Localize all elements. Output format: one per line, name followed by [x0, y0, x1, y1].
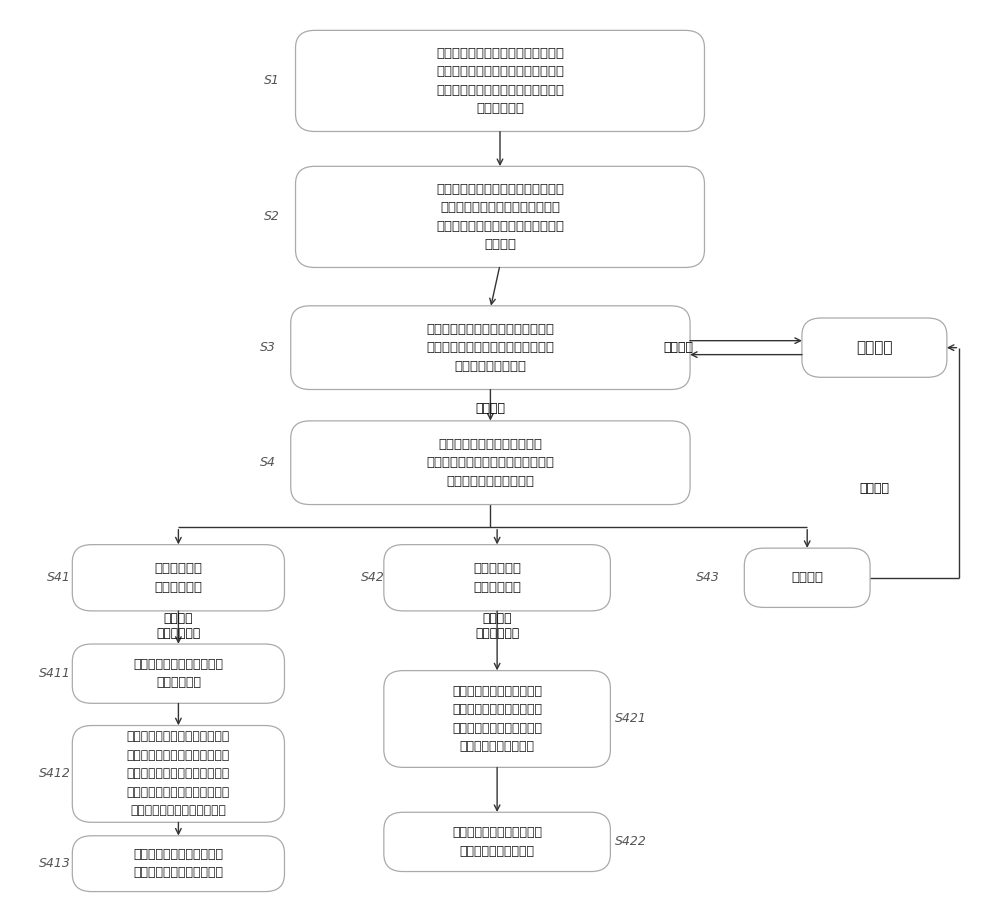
Text: S411: S411: [39, 667, 70, 680]
Text: S3: S3: [260, 341, 276, 354]
FancyBboxPatch shape: [384, 545, 610, 611]
Text: 存在异物: 存在异物: [859, 482, 889, 496]
FancyBboxPatch shape: [72, 545, 284, 611]
FancyBboxPatch shape: [72, 725, 284, 823]
Text: S43: S43: [695, 571, 719, 584]
Text: 在装载完成后检测废物包的
位姿并反馈给装载系统: 在装载完成后检测废物包的 位姿并反馈给装载系统: [452, 826, 542, 858]
FancyBboxPatch shape: [744, 548, 870, 607]
FancyBboxPatch shape: [296, 30, 704, 132]
Text: 在卸载过程中实时监测废物
包的位姿并反馈给卸载系统: 在卸载过程中实时监测废物 包的位姿并反馈给卸载系统: [133, 848, 223, 880]
FancyBboxPatch shape: [72, 644, 284, 704]
Text: S1: S1: [264, 74, 279, 87]
Text: 提取屏蔽容器内的废物包点
云并提取边界: 提取屏蔽容器内的废物包点 云并提取边界: [133, 658, 223, 689]
Text: 通过激光扫描传感器采集场景点云，
提取标定好的车道有效区域点云，进
行降噪滤波去除杂乱随机离群点，并
提取地面点云: 通过激光扫描传感器采集场景点云， 提取标定好的车道有效区域点云，进 行降噪滤波去…: [436, 46, 564, 115]
Text: 其他状态: 其他状态: [791, 571, 823, 584]
Text: S42: S42: [361, 571, 385, 584]
Text: S413: S413: [39, 857, 70, 870]
FancyBboxPatch shape: [384, 813, 610, 872]
Text: 有废物包
（卸载工况）: 有废物包 （卸载工况）: [156, 612, 201, 640]
Text: S4: S4: [260, 456, 276, 469]
Text: S2: S2: [264, 211, 279, 223]
FancyBboxPatch shape: [296, 166, 704, 268]
Text: 对屏蔽容器内点云进行分析，
检测屏蔽容器内是否装载废物包及屏
蔽容器内部状态是否正常: 对屏蔽容器内点云进行分析， 检测屏蔽容器内是否装载废物包及屏 蔽容器内部状态是否…: [426, 438, 554, 488]
Text: 点云垂向密度
大于最大阈值: 点云垂向密度 大于最大阈值: [154, 562, 202, 594]
Text: 点云垂向密度
小于最小阈值: 点云垂向密度 小于最小阈值: [473, 562, 521, 594]
Text: S41: S41: [46, 571, 70, 584]
Text: 位姿正常: 位姿正常: [475, 402, 505, 415]
Text: 应用屏蔽容器点云模板对获取的屏蔽
容器点云进行两阶段位姿匹配，识别
得到屏蔽容器的位姿: 应用屏蔽容器点云模板对获取的屏蔽 容器点云进行两阶段位姿匹配，识别 得到屏蔽容器…: [426, 322, 554, 372]
Text: 无废物包
（装载工况）: 无废物包 （装载工况）: [475, 612, 519, 640]
Text: 位姿异常: 位姿异常: [664, 341, 694, 354]
Text: 中控系统: 中控系统: [856, 340, 893, 355]
Text: S421: S421: [615, 713, 646, 725]
Text: 应用废物包点云模板对提取的废
物包点云进行两阶段位姿匹配，
获得废物包的位姿并传输给卸载
系统，卸载系统发送操作指令给
装卸装置抓取废物包进行卸载: 应用废物包点云模板对提取的废 物包点云进行两阶段位姿匹配， 获得废物包的位姿并传…: [127, 730, 230, 817]
Text: 去除地面点云，并对场景内物体点云
进行聚类，获得各个物体点云，并
通过筛选获取聚类的车辆点云及屏蔽
容器点云: 去除地面点云，并对场景内物体点云 进行聚类，获得各个物体点云，并 通过筛选获取聚…: [436, 183, 564, 252]
Text: S422: S422: [615, 835, 646, 848]
FancyBboxPatch shape: [802, 318, 947, 378]
FancyBboxPatch shape: [291, 306, 690, 390]
FancyBboxPatch shape: [384, 671, 610, 767]
FancyBboxPatch shape: [72, 835, 284, 892]
FancyBboxPatch shape: [291, 421, 690, 505]
Text: 直接将屏蔽容器的内部空间
位姿传输给装载系统，装载
系统发送操作指令给装卸装
置抓取废物包进行装载: 直接将屏蔽容器的内部空间 位姿传输给装载系统，装载 系统发送操作指令给装卸装 置…: [452, 685, 542, 754]
Text: S412: S412: [39, 767, 70, 780]
